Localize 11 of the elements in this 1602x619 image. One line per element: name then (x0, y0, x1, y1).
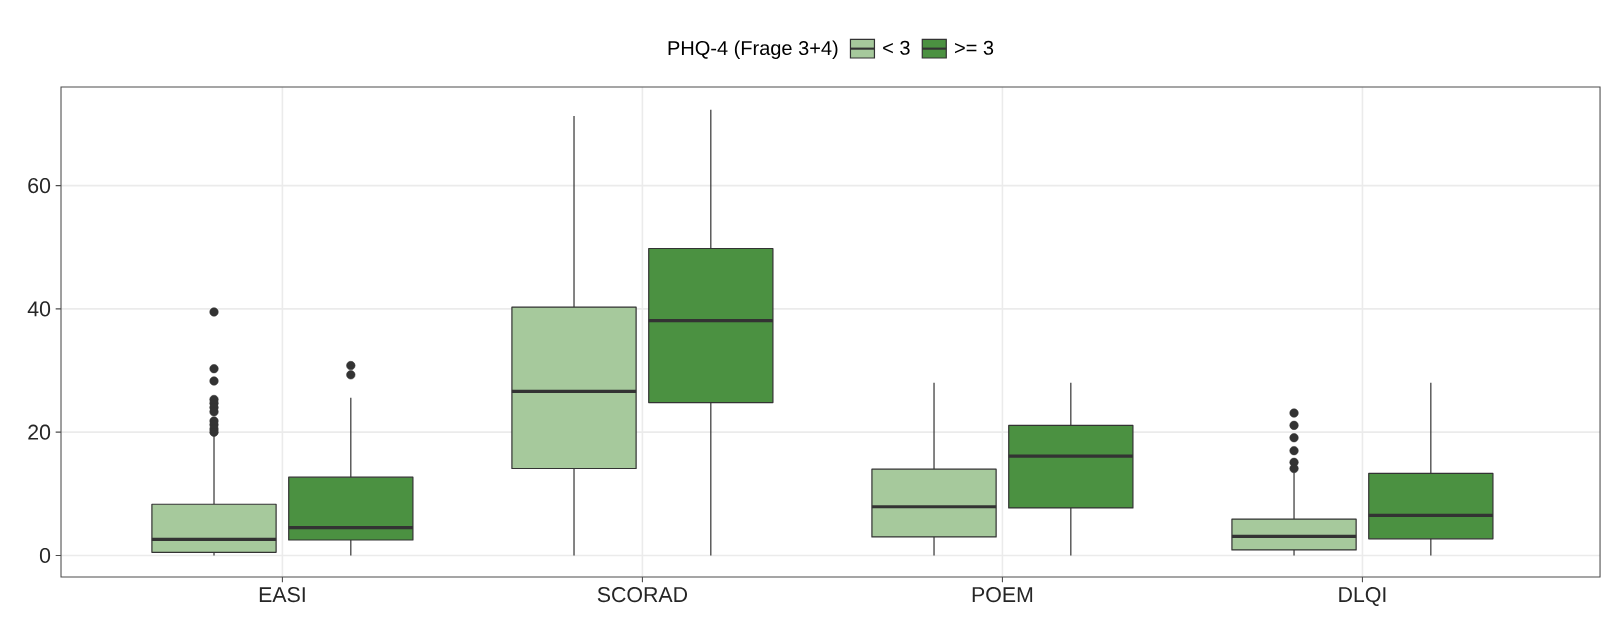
y-tick-label: 40 (27, 301, 51, 317)
x-tick-label: DLQI (1339, 587, 1386, 606)
legend-label: < 3 (883, 40, 910, 55)
legend-label: >= 3 (954, 40, 994, 55)
y-tick-label: 60 (28, 178, 51, 194)
x-tick-label: SCORAD (597, 587, 688, 603)
y-tick-label: 0 (39, 547, 51, 563)
legend-title: PHQ-4 (Frage 3+4) (668, 40, 838, 60)
y-tick-label: 20 (28, 424, 51, 440)
x-tick-label: POEM (972, 587, 1033, 603)
x-tick-label: EASI (259, 587, 305, 603)
